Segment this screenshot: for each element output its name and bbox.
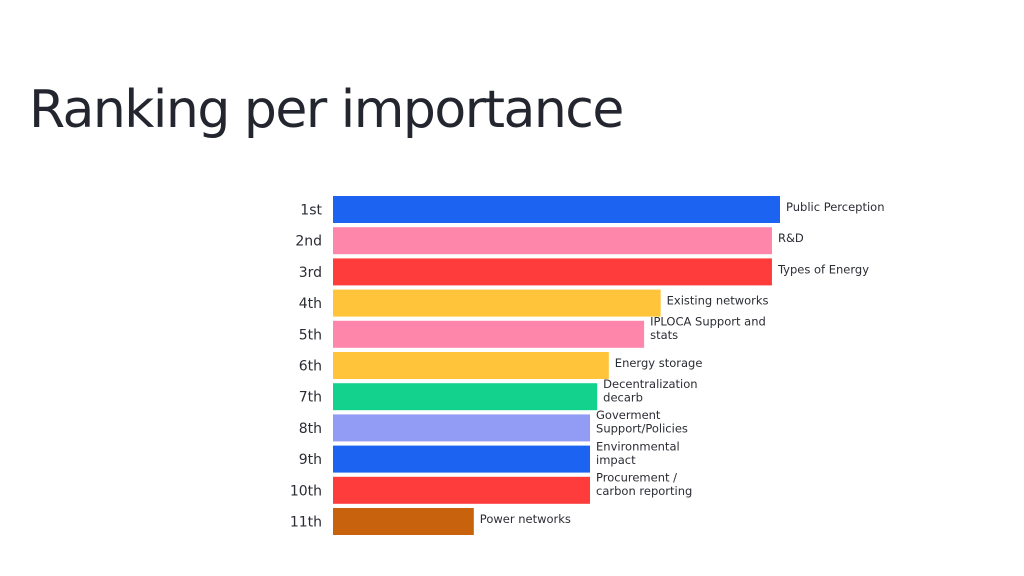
bar-label: Public Perception: [786, 200, 885, 214]
bar-10: [333, 476, 591, 504]
bar-label: Energy storage: [615, 356, 703, 370]
rank-label: 2nd: [295, 234, 322, 250]
bar-7: [333, 383, 598, 411]
rank-label: 4th: [299, 296, 322, 312]
rank-label: 6th: [299, 359, 322, 375]
rank-label: 5th: [299, 327, 322, 343]
rank-label: 1st: [300, 203, 322, 219]
rank-label: 10th: [290, 483, 322, 499]
rank-label: 8th: [299, 421, 322, 437]
rank-label: 3rd: [299, 265, 322, 281]
bar-label: Decentralization decarb: [603, 377, 697, 405]
bar-9: [333, 445, 591, 473]
bar-11: [333, 508, 474, 535]
bar-4: [333, 289, 661, 317]
bar-label: Types of Energy: [777, 262, 869, 276]
page-title: Ranking per importance: [29, 80, 624, 140]
bar-6: [333, 352, 609, 379]
bar-label: IPLOCA Support and stats: [650, 315, 766, 343]
bar-3: [333, 258, 772, 286]
bar-label: Goverment Support/Policies: [596, 408, 688, 436]
bar-label: Power networks: [480, 512, 571, 526]
bar-label: Environmental impact: [596, 439, 680, 467]
bar-1: [333, 196, 780, 223]
rank-label: 7th: [299, 390, 322, 406]
bar-label: R&D: [778, 231, 804, 245]
rank-label: 9th: [299, 452, 322, 468]
bar-5: [333, 320, 645, 348]
bar-2: [333, 227, 772, 255]
bar-8: [333, 414, 591, 442]
bar-label: Procurement / carbon reporting: [596, 471, 692, 499]
rank-label: 11th: [290, 515, 322, 531]
bar-label: Existing networks: [667, 294, 769, 308]
